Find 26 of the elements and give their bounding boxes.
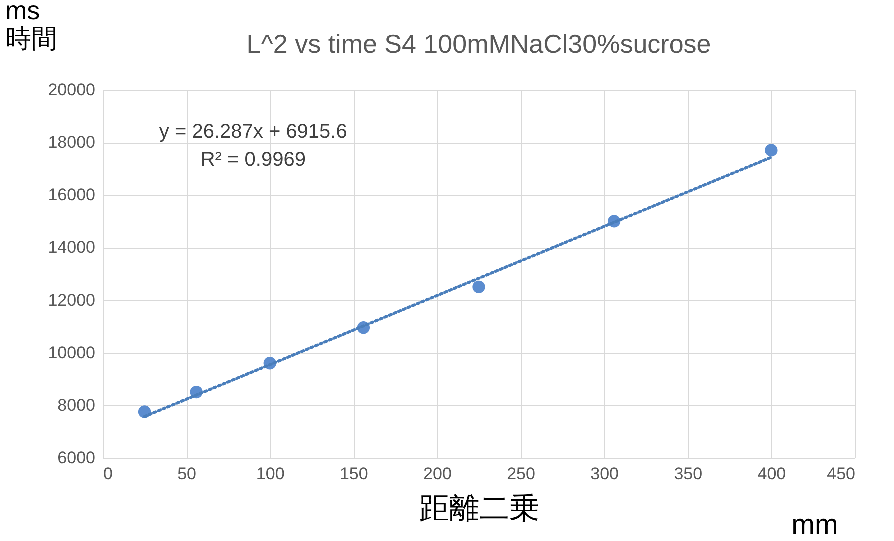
y-tick-label: 14000 bbox=[48, 238, 96, 258]
point bbox=[472, 280, 486, 294]
y-tick-label: 6000 bbox=[58, 448, 96, 468]
y-tick-label: 18000 bbox=[48, 133, 96, 152]
x-tick-label: 0 bbox=[104, 464, 113, 484]
x-tick-label: 400 bbox=[758, 464, 786, 484]
y-axis-title: ms 時間 bbox=[6, 0, 58, 54]
x-tick-label: 150 bbox=[340, 464, 368, 484]
x-tick-label: 50 bbox=[178, 464, 197, 484]
x-tick-label: 450 bbox=[827, 464, 856, 484]
x-tick-label: 250 bbox=[507, 464, 536, 484]
text: mm bbox=[792, 509, 838, 540]
x-tick-label: 200 bbox=[424, 464, 452, 484]
x-axis-title: 距離二乗 bbox=[420, 492, 540, 526]
y-tick-label: 8000 bbox=[58, 396, 96, 415]
point bbox=[765, 144, 778, 157]
chart-title: L^2 vs time S4 100mMNaCl30%sucrose bbox=[246, 29, 712, 59]
y-tick-label: 16000 bbox=[48, 186, 96, 205]
x-tick-label: 100 bbox=[256, 464, 285, 484]
annotation: R² = 0.9969 bbox=[200, 149, 306, 171]
x-tick-label: 350 bbox=[674, 464, 703, 484]
y-tick-label: 20000 bbox=[48, 80, 96, 100]
y-tick-label: 12000 bbox=[48, 290, 96, 310]
y-tick-label: 10000 bbox=[48, 343, 96, 362]
x-tick-label: 300 bbox=[590, 464, 620, 484]
annotation: y = 26.287x + 6915.6 bbox=[159, 121, 348, 143]
